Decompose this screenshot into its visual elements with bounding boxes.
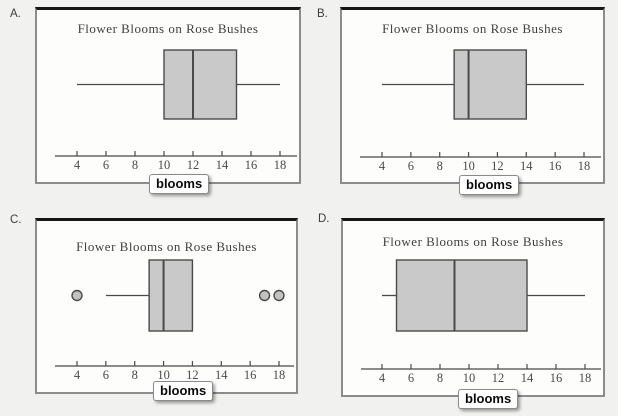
svg-text:10: 10	[158, 158, 171, 172]
boxplot-panel-b: Flower Blooms on Rose Bushes 4 6 8 10 12 14 16…	[340, 7, 605, 195]
svg-text:16: 16	[550, 371, 563, 385]
svg-text:18: 18	[274, 158, 287, 172]
svg-text:10: 10	[463, 371, 476, 385]
boxplot-chart-d: 4 6 8 10 12 14 16 18	[361, 259, 601, 385]
svg-text:8: 8	[132, 158, 138, 172]
svg-text:12: 12	[187, 158, 200, 172]
option-b-label: B.	[317, 8, 328, 20]
svg-text:18: 18	[579, 371, 592, 385]
svg-text:4: 4	[379, 371, 386, 385]
svg-text:18: 18	[273, 368, 286, 382]
svg-text:8: 8	[437, 159, 443, 173]
boxplot-chart-b: 4 6 8 10 12 14 16 18	[360, 49, 601, 173]
svg-text:10: 10	[157, 368, 170, 382]
blooms-axis-label-a[interactable]: blooms	[149, 174, 210, 194]
blooms-axis-label-c[interactable]: blooms	[153, 381, 214, 401]
option-a-label: A.	[10, 8, 21, 20]
svg-text:8: 8	[437, 371, 443, 385]
svg-text:4: 4	[379, 159, 386, 173]
svg-text:14: 14	[521, 371, 534, 385]
svg-text:4: 4	[74, 368, 81, 382]
chart-title-a: Flower Blooms on Rose Bushes	[77, 21, 259, 36]
svg-text:16: 16	[244, 368, 257, 382]
svg-text:6: 6	[408, 159, 414, 173]
chart-title-c: Flower Blooms on Rose Bushes	[76, 239, 257, 254]
svg-text:12: 12	[186, 368, 199, 382]
svg-text:16: 16	[245, 158, 258, 172]
svg-text:8: 8	[132, 368, 138, 382]
svg-text:10: 10	[462, 159, 475, 173]
blooms-axis-label-d[interactable]: blooms	[458, 389, 519, 409]
svg-text:18: 18	[578, 159, 591, 173]
svg-text:14: 14	[216, 158, 229, 172]
option-c-label: C.	[10, 214, 22, 226]
boxplot-panel-d: Flower Blooms on Rose Bushes 4 6 8 10 12 14 16…	[341, 218, 605, 409]
chart-title-b: Flower Blooms on Rose Bushes	[382, 21, 563, 36]
svg-text:14: 14	[520, 159, 533, 173]
option-d-label: D.	[318, 213, 330, 225]
blooms-axis-label-b[interactable]: blooms	[459, 175, 520, 195]
svg-text:6: 6	[103, 158, 109, 172]
boxplot-chart-a: 4 6 8 10 12 14 16 18	[55, 49, 297, 172]
chart-title-d: Flower Blooms on Rose Bushes	[382, 234, 564, 249]
svg-text:6: 6	[103, 368, 109, 382]
svg-text:6: 6	[408, 371, 414, 385]
svg-text:12: 12	[492, 371, 505, 385]
svg-text:4: 4	[74, 158, 81, 172]
boxplot-chart-c: 4 6 8 10 12 14 16 18	[55, 259, 294, 382]
boxplot-panel-a: Flower Blooms on Rose Bushes 4 6 8 10 12 14 16…	[35, 7, 301, 194]
svg-text:16: 16	[549, 159, 562, 173]
boxplot-panel-c: Flower Blooms on Rose Bushes 4 6 8 10 12 14 16…	[35, 218, 298, 401]
svg-text:12: 12	[491, 159, 504, 173]
svg-text:14: 14	[215, 368, 228, 382]
